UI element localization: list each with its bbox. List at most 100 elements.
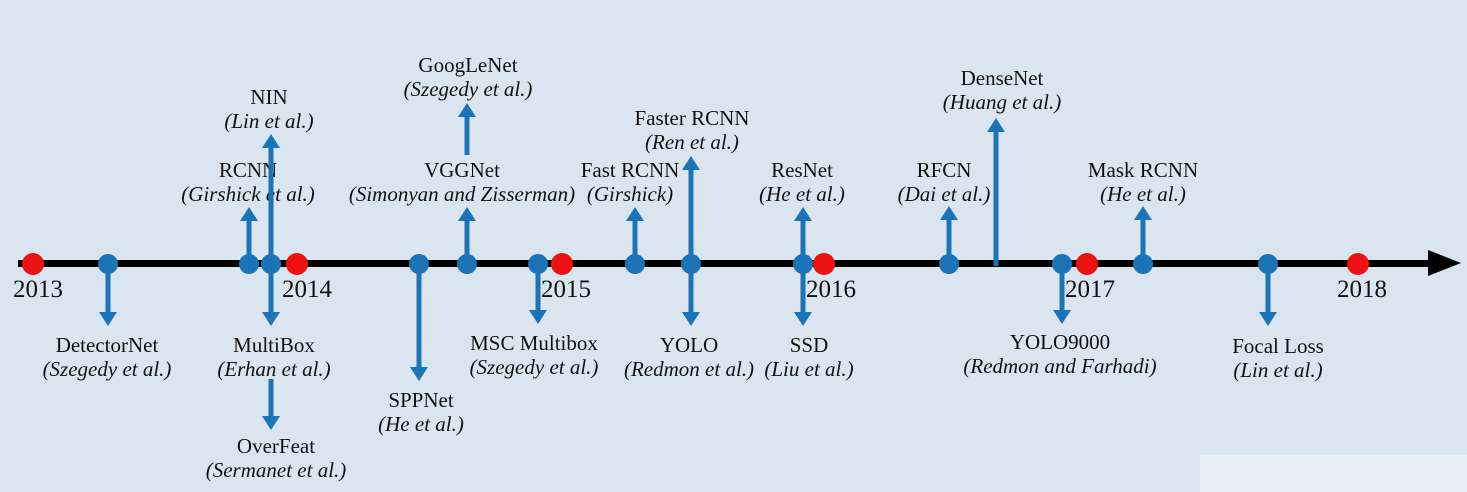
event-arrow-shaft-msc-multibox bbox=[535, 266, 541, 312]
event-label-mask-rcnn: Mask RCNN (He et al.) bbox=[1088, 158, 1198, 206]
event-arrowhead-down-msc-multibox bbox=[529, 310, 547, 324]
event-arrow-shaft-sppnet bbox=[416, 266, 422, 369]
event-arrowhead-up-faster-rcnn bbox=[682, 156, 700, 170]
event-arrow-shaft-ssd bbox=[800, 266, 806, 314]
year-label-2018: 2018 bbox=[1337, 276, 1387, 303]
year-label-2014: 2014 bbox=[282, 276, 332, 303]
event-label-rfcn: RFCN (Dai et al.) bbox=[898, 158, 991, 206]
watermark-smudge bbox=[1200, 455, 1467, 492]
event-arrowhead-down-sppnet bbox=[410, 367, 428, 381]
event-arrowhead-up-nin bbox=[262, 134, 280, 148]
event-label-rcnn: RCNN (Girshick et al.) bbox=[181, 158, 315, 206]
event-name-multibox: MultiBox bbox=[233, 333, 315, 357]
event-name-fast-rcnn: Fast RCNN bbox=[580, 158, 680, 182]
event-name-ssd: SSD bbox=[789, 333, 829, 357]
event-authors-yolo: (Redmon et al.) bbox=[623, 357, 755, 381]
event-label-sppnet: SPPNet (He et al.) bbox=[378, 388, 464, 436]
event-name-googlenet: GoogLeNet bbox=[418, 53, 518, 77]
event-arrow-shaft-fast-rcnn bbox=[632, 219, 638, 262]
event-arrowhead-down-yolo bbox=[682, 312, 700, 326]
event-arrowhead-up-mask-rcnn bbox=[1134, 206, 1152, 220]
event-arrow-shaft-nin bbox=[268, 146, 274, 262]
event-arrowhead-down-overfeat bbox=[262, 416, 280, 430]
event-name-yolo: YOLO bbox=[659, 333, 719, 357]
year-dot-2013 bbox=[22, 253, 44, 275]
event-arrowhead-up-rcnn bbox=[240, 207, 258, 221]
event-authors-detectornet: (Szegedy et al.) bbox=[42, 357, 172, 381]
event-dot-fast-rcnn bbox=[625, 254, 645, 274]
event-arrowhead-down-detectornet bbox=[99, 312, 117, 326]
event-name-vggnet: VGGNet bbox=[424, 158, 500, 182]
event-name-detectornet: DetectorNet bbox=[55, 333, 159, 357]
event-name-rfcn: RFCN bbox=[916, 158, 972, 182]
year-dot-2016 bbox=[813, 253, 835, 275]
event-dot-rfcn bbox=[939, 254, 959, 274]
event-authors-faster-rcnn: (Ren et al.) bbox=[645, 130, 739, 154]
event-authors-rcnn: (Girshick et al.) bbox=[181, 182, 315, 206]
event-arrowhead-down-multibox bbox=[262, 312, 280, 326]
year-dot-2015 bbox=[551, 253, 573, 275]
event-name-mask-rcnn: Mask RCNN bbox=[1087, 158, 1199, 182]
event-arrow-shaft-overfeat bbox=[268, 379, 274, 418]
event-authors-densenet: (Huang et al.) bbox=[942, 90, 1062, 114]
event-dot-mask-rcnn bbox=[1133, 254, 1153, 274]
event-arrow-shaft-multibox bbox=[268, 266, 274, 314]
event-arrow-shaft-yolo9000 bbox=[1059, 266, 1065, 312]
event-arrow-shaft-rfcn bbox=[946, 218, 952, 262]
event-authors-overfeat: (Sermanet et al.) bbox=[205, 458, 347, 482]
event-name-densenet: DenseNet bbox=[960, 66, 1044, 90]
event-arrowhead-down-focal-loss bbox=[1259, 312, 1277, 326]
event-label-vggnet: VGGNet (Simonyan and Zisserman) bbox=[349, 158, 575, 206]
event-authors-focal-loss: (Lin et al.) bbox=[1233, 358, 1323, 382]
event-authors-msc-multibox: (Szegedy et al.) bbox=[469, 355, 599, 379]
event-name-rcnn: RCNN bbox=[218, 158, 278, 182]
event-label-fast-rcnn: Fast RCNN (Girshick) bbox=[581, 158, 680, 206]
timeline-axis-arrowhead bbox=[1428, 250, 1461, 276]
event-arrow-shaft-yolo bbox=[688, 266, 694, 314]
event-authors-fast-rcnn: (Girshick) bbox=[586, 182, 674, 206]
event-arrowhead-up-googlenet bbox=[458, 103, 476, 117]
event-arrow-shaft-vggnet bbox=[464, 219, 470, 262]
timeline-axis-line bbox=[18, 260, 1430, 267]
event-name-focal-loss: Focal Loss bbox=[1232, 334, 1324, 358]
event-arrow-shaft-focal-loss bbox=[1265, 266, 1271, 314]
event-arrowhead-down-yolo9000 bbox=[1053, 310, 1071, 324]
event-label-resnet: ResNet (He et al.) bbox=[759, 158, 845, 206]
event-label-googlenet: GoogLeNet (Szegedy et al.) bbox=[404, 53, 533, 101]
event-authors-ssd: (Liu et al.) bbox=[764, 357, 854, 381]
event-arrowhead-down-ssd bbox=[794, 312, 812, 326]
event-arrow-shaft-densenet bbox=[993, 130, 999, 266]
event-label-yolo9000: YOLO9000 (Redmon and Farhadi) bbox=[963, 330, 1156, 378]
event-label-multibox: MultiBox (Erhan et al.) bbox=[217, 333, 330, 381]
event-authors-googlenet: (Szegedy et al.) bbox=[403, 77, 533, 101]
event-name-resnet: ResNet bbox=[771, 158, 833, 182]
event-authors-multibox: (Erhan et al.) bbox=[217, 357, 331, 381]
event-arrow-shaft-detectornet bbox=[105, 266, 111, 314]
event-arrowhead-up-vggnet bbox=[458, 207, 476, 221]
event-label-detectornet: DetectorNet (Szegedy et al.) bbox=[43, 333, 172, 381]
event-name-sppnet: SPPNet bbox=[388, 388, 454, 412]
event-name-overfeat: OverFeat bbox=[236, 434, 316, 458]
event-label-focal-loss: Focal Loss (Lin et al.) bbox=[1232, 334, 1324, 382]
event-dot-focal-loss bbox=[1258, 254, 1278, 274]
event-arrow-shaft-faster-rcnn bbox=[688, 168, 694, 262]
event-arrow-shaft-mask-rcnn bbox=[1140, 218, 1146, 262]
event-dot-rcnn bbox=[239, 254, 259, 274]
event-name-msc-multibox: MSC Multibox bbox=[470, 331, 598, 355]
event-label-faster-rcnn: Faster RCNN (Ren et al.) bbox=[635, 106, 750, 154]
event-dot-resnet bbox=[793, 254, 813, 274]
event-dot-yolo9000 bbox=[1052, 254, 1072, 274]
event-label-nin: NIN (Lin et al.) bbox=[224, 85, 313, 133]
event-label-msc-multibox: MSC Multibox (Szegedy et al.) bbox=[470, 331, 599, 379]
year-label-2017: 2017 bbox=[1065, 276, 1115, 303]
event-label-densenet: DenseNet (Huang et al.) bbox=[943, 66, 1061, 114]
event-authors-vggnet: (Simonyan and Zisserman) bbox=[348, 182, 576, 206]
year-dot-2017 bbox=[1076, 253, 1098, 275]
event-name-yolo9000: YOLO9000 bbox=[1009, 330, 1111, 354]
event-dot-msc-multibox bbox=[528, 254, 548, 274]
event-dot-faster-rcnn bbox=[681, 254, 701, 274]
event-arrow-shaft-rcnn bbox=[246, 219, 252, 262]
event-authors-sppnet: (He et al.) bbox=[378, 412, 464, 436]
event-name-faster-rcnn: Faster RCNN bbox=[634, 106, 750, 130]
